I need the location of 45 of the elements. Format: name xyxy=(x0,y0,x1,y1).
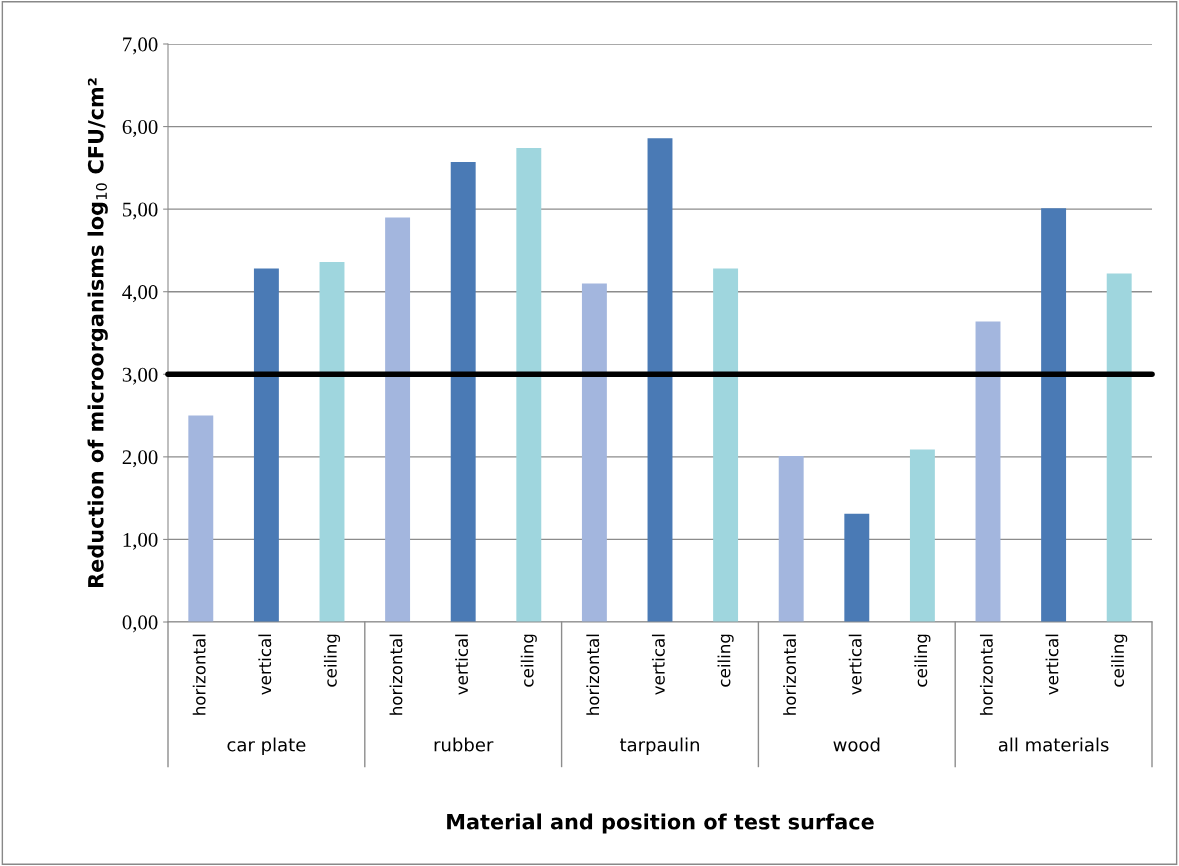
x-tick-label: vertical xyxy=(848,634,862,695)
x-tick-label: vertical xyxy=(455,634,469,695)
y-tick-label: 3,00 xyxy=(122,367,158,385)
x-tick-label: ceiling xyxy=(520,634,537,687)
x-tick-label: vertical xyxy=(258,634,272,695)
y-tick-label: 1,00 xyxy=(123,532,158,550)
x-tick-label: horizontal xyxy=(389,634,403,715)
bar xyxy=(1041,208,1067,622)
bar xyxy=(647,138,673,622)
x-tick-label: ceiling xyxy=(1111,634,1128,687)
bar xyxy=(450,162,476,622)
bar xyxy=(778,456,804,622)
bar xyxy=(975,321,1001,622)
text: all materials xyxy=(998,737,1109,752)
bar xyxy=(909,449,935,622)
x-tick-label: horizontal xyxy=(192,634,206,715)
x-tick-label: ceiling xyxy=(323,634,341,687)
bar xyxy=(253,268,279,622)
y-tick-label: 7,00 xyxy=(123,37,158,55)
x-tick-label: ceiling xyxy=(717,634,734,687)
bar xyxy=(1106,273,1132,622)
bar xyxy=(844,513,870,622)
bar xyxy=(581,283,607,622)
y-tick-label: 4,00 xyxy=(122,285,158,303)
x-tick-label: horizontal xyxy=(783,634,797,715)
y-axis-title: Reduction of microorganisms log$_{10}$ CFU/cm² xyxy=(87,78,108,587)
x-tick-label: vertical xyxy=(651,634,665,695)
text: wood xyxy=(833,737,880,752)
bar xyxy=(713,268,739,622)
text: rubber xyxy=(434,737,494,752)
y-tick-label: 0,00 xyxy=(122,615,158,633)
y-tick-label: 2,00 xyxy=(122,450,158,468)
y-tick-label: 5,00 xyxy=(123,202,158,220)
y-tick-label: 6,00 xyxy=(122,119,158,137)
x-tick-label: ceiling xyxy=(914,634,931,687)
text: tarpaulin xyxy=(619,737,699,756)
x-axis-title: Material and position of test surface xyxy=(447,813,874,834)
bar xyxy=(188,415,214,622)
bar xyxy=(385,217,411,622)
text: car plate xyxy=(227,737,306,756)
x-tick-label: vertical xyxy=(1045,634,1059,695)
bar xyxy=(516,148,542,622)
x-tick-label: horizontal xyxy=(979,634,993,715)
x-tick-label: horizontal xyxy=(586,634,600,715)
bar xyxy=(319,261,345,622)
